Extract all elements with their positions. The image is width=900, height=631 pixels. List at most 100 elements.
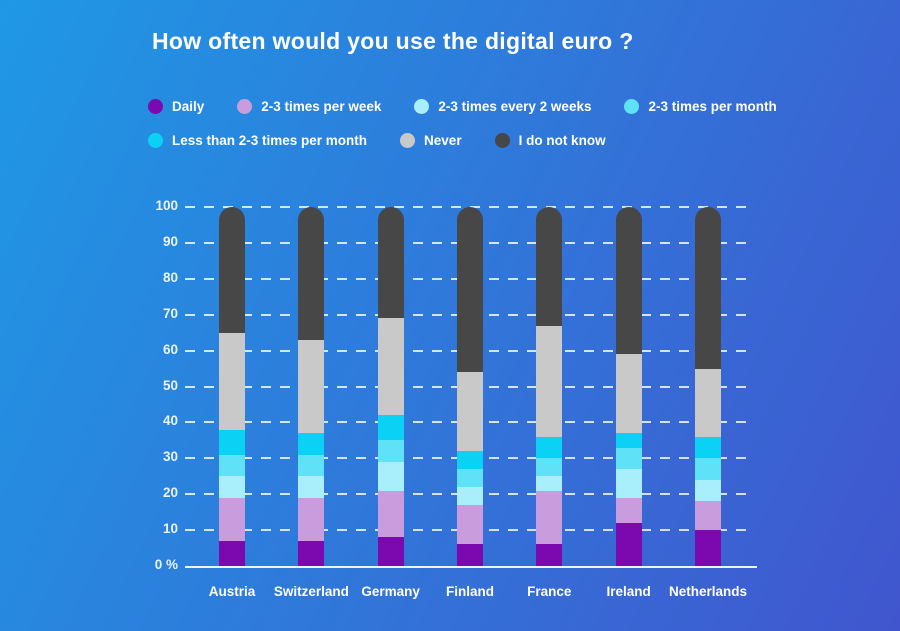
- bar-segment: [377, 415, 404, 441]
- bar-segment: [456, 469, 483, 488]
- bar-segment: [298, 207, 325, 340]
- legend-label: 2-3 times per month: [648, 99, 777, 114]
- bar-segment: [377, 440, 404, 462]
- bar-segment: [377, 537, 404, 566]
- bar-segment: [456, 451, 483, 470]
- legend-item: Never: [400, 133, 462, 148]
- bar-segment: [615, 522, 642, 566]
- bar-segment: [536, 476, 563, 491]
- bar-segment: [536, 544, 563, 566]
- y-axis-tick-label: 10: [162, 521, 178, 537]
- bar-segment: [536, 490, 563, 545]
- chart-title: How often would you use the digital euro…: [152, 28, 634, 54]
- bar-germany: [377, 207, 404, 566]
- legend-swatch-icon: [414, 99, 430, 114]
- bar-segment: [694, 530, 721, 566]
- bar-segment: [456, 487, 483, 505]
- legend-item: 2-3 times per week: [237, 99, 381, 114]
- bar-segment: [694, 207, 721, 369]
- category-label: Finland: [445, 584, 494, 599]
- y-axis-tick-label: 20: [162, 485, 178, 501]
- legend-swatch-icon: [494, 133, 510, 148]
- legend-label: Never: [424, 133, 462, 148]
- legend-item: 2-3 times every 2 weeks: [414, 99, 591, 114]
- category-label: Austria: [208, 584, 256, 599]
- legend-swatch-icon: [148, 133, 163, 148]
- bar-segment: [536, 436, 563, 459]
- bar-segment: [456, 372, 483, 452]
- legend-swatch-icon: [148, 99, 163, 114]
- bar-segment: [456, 544, 483, 566]
- legend-swatch-icon: [237, 99, 253, 114]
- category-label: France: [527, 584, 572, 599]
- bar-segment: [219, 207, 245, 333]
- bar-segment: [377, 490, 404, 538]
- legend-item: I do not know: [494, 133, 606, 148]
- bar-switzerland: [298, 207, 325, 566]
- bar-segment: [536, 325, 563, 437]
- legend-item: 2-3 times per month: [624, 99, 777, 114]
- bar-segment: [694, 458, 721, 480]
- bar-segment: [694, 479, 721, 502]
- bar-segment: [377, 318, 404, 416]
- bar-segment: [615, 497, 642, 523]
- bar-segment: [694, 436, 721, 459]
- bar-segment: [219, 454, 245, 477]
- bar-segment: [377, 207, 404, 319]
- bar-ireland: [615, 207, 642, 566]
- legend-row-1: Daily 2-3 times per week 2-3 times every 2…: [148, 99, 777, 114]
- plot-area: [185, 206, 757, 568]
- bar-segment: [456, 207, 483, 373]
- bar-segment: [694, 501, 721, 531]
- y-axis-tick-label: 90: [162, 233, 178, 249]
- bar-segment: [456, 504, 483, 545]
- bar-segment: [298, 476, 325, 498]
- bar-segment: [536, 207, 563, 326]
- legend-label: Daily: [172, 99, 205, 114]
- bar-segment: [219, 429, 245, 455]
- y-axis-tick-label: 60: [162, 341, 178, 357]
- y-axis-tick-label: 70: [162, 305, 178, 321]
- y-axis-tick-label: 50: [162, 377, 178, 393]
- y-axis-tick-label: 40: [162, 413, 178, 429]
- bar-segment: [615, 469, 642, 498]
- bar-france: [536, 207, 563, 566]
- legend-item: Less than 2-3 times per month: [148, 133, 367, 148]
- y-axis-tick-label: 30: [162, 449, 178, 465]
- bar-segment: [615, 207, 642, 355]
- legend-swatch-icon: [624, 99, 640, 114]
- bar-segment: [615, 433, 642, 448]
- x-axis-baseline: [185, 566, 757, 568]
- bar-segment: [219, 497, 245, 541]
- gridline: [185, 206, 755, 208]
- bar-segment: [377, 461, 404, 491]
- category-label: Switzerland: [273, 584, 349, 599]
- bar-segment: [298, 540, 325, 566]
- bar-austria: [219, 207, 245, 566]
- bar-segment: [615, 447, 642, 470]
- y-axis-tick-label: 100: [155, 198, 178, 213]
- legend-swatch-icon: [400, 133, 416, 148]
- bar-segment: [694, 368, 721, 437]
- bar-netherlands: [694, 207, 721, 566]
- bar-segment: [219, 332, 245, 430]
- legend-label: I do not know: [518, 133, 606, 148]
- legend-label: 2-3 times per week: [261, 99, 382, 114]
- legend-item: Daily: [148, 99, 204, 114]
- bar-segment: [298, 433, 325, 455]
- bar-segment: [219, 476, 245, 498]
- bar-segment: [298, 454, 325, 477]
- bar-segment: [219, 540, 245, 566]
- legend-row-2: Less than 2-3 times per month Never I do n…: [148, 133, 606, 148]
- bar-segment: [298, 339, 325, 434]
- y-axis-tick-label: 80: [162, 269, 178, 285]
- category-label: Netherlands: [668, 584, 747, 599]
- category-label: Germany: [361, 584, 420, 599]
- bar-finland: [456, 207, 483, 566]
- legend-label: Less than 2-3 times per month: [172, 133, 368, 148]
- y-axis-tick-label: 0 %: [154, 557, 178, 572]
- category-label: Ireland: [606, 584, 651, 599]
- bar-segment: [536, 458, 563, 477]
- bar-segment: [615, 354, 642, 434]
